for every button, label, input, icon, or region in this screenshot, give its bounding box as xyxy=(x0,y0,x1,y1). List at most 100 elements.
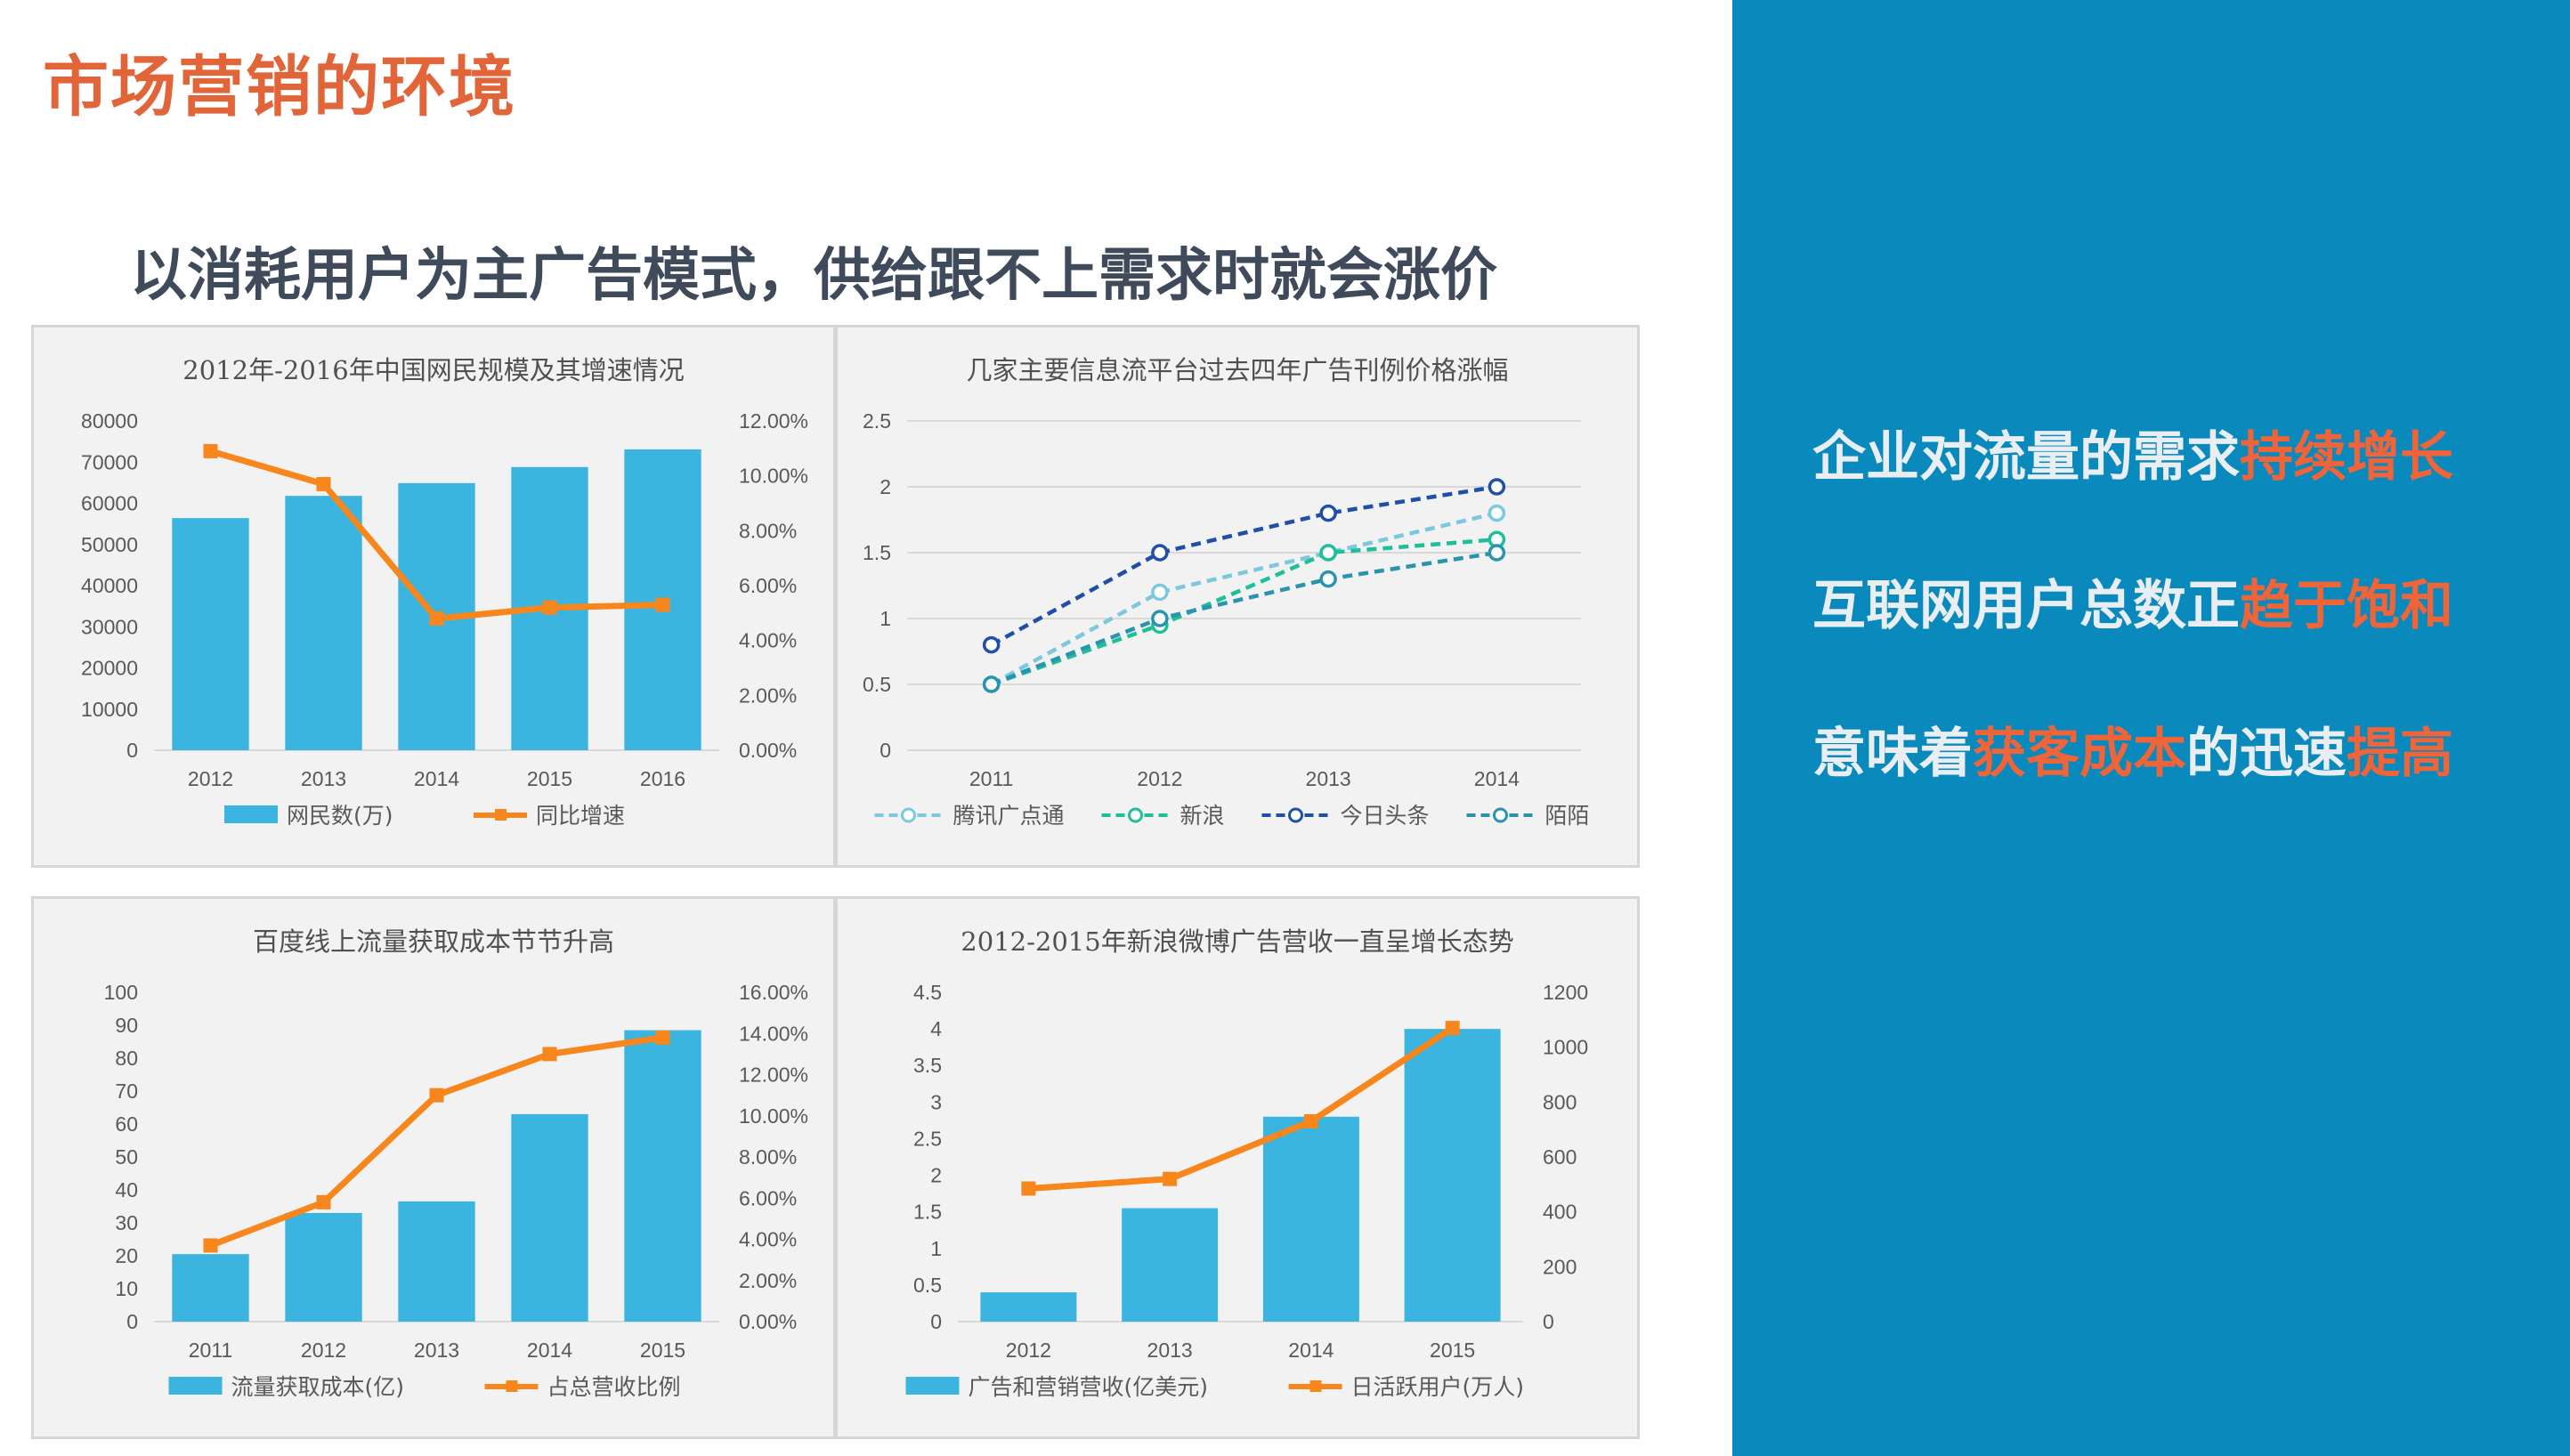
chart-title: 几家主要信息流平台过去四年广告刊例价格涨幅 xyxy=(966,355,1508,385)
chart-feed-ad-price: 几家主要信息流平台过去四年广告刊例价格涨幅 0 0.5 1 1.5 2 2.5 2011 201… xyxy=(835,325,1640,868)
y-tick-label: 30 xyxy=(115,1211,138,1234)
y-tick-label: 80000 xyxy=(81,409,138,433)
x-tick-label: 2013 xyxy=(301,767,346,790)
x-tick-label: 2012 xyxy=(188,767,233,790)
data-point xyxy=(542,1047,557,1062)
legend-label: 新浪 xyxy=(1180,803,1225,829)
y2-tick-label: 1200 xyxy=(1543,981,1588,1004)
x-tick-label: 2011 xyxy=(969,767,1013,790)
x-tick-label: 2012 xyxy=(301,1339,346,1362)
legend-swatch xyxy=(224,805,278,823)
bar xyxy=(398,1201,475,1322)
chart-weibo-ad-revenue: 2012-2015年新浪微博广告营收一直呈增长态势 0 0.5 1 1.5 2 2.5 3 3.… xyxy=(835,896,1640,1439)
bar xyxy=(1262,1116,1359,1322)
data-point xyxy=(203,1238,218,1253)
chart-title: 2012年-2016年中国网民规模及其增速情况 xyxy=(182,355,684,385)
y2-tick-label: 2.00% xyxy=(739,684,797,707)
series-line xyxy=(990,511,1497,686)
data-point xyxy=(203,443,218,458)
data-point xyxy=(655,597,670,612)
y2-tick-label: 10.00% xyxy=(739,1104,808,1128)
data-point xyxy=(542,600,557,615)
y2-tick-label: 6.00% xyxy=(739,1186,797,1209)
y-tick-label: 100 xyxy=(104,981,138,1004)
page-subtitle: 以消耗用户为主广告模式，供给跟不上需求时就会涨价 xyxy=(130,243,1497,309)
y2-tick-label: 0 xyxy=(1543,1310,1554,1333)
y2-tick-label: 8.00% xyxy=(739,1145,797,1169)
legend-swatch xyxy=(168,1377,223,1395)
side-point-demand: 企业对流量的需求持续增长 xyxy=(1812,414,2453,491)
legend-label: 陌陌 xyxy=(1545,803,1590,829)
legend-label: 腾讯广点通 xyxy=(953,803,1065,829)
chart-netizen-scale: 2012年-2016年中国网民规模及其增速情况 0 10000 20000 30000 4… xyxy=(31,325,836,868)
x-tick-label: 2015 xyxy=(527,767,572,790)
data-point xyxy=(1021,1181,1036,1196)
side-point-highlight: 获客成本 xyxy=(1973,723,2186,785)
y-tick-label: 10 xyxy=(115,1277,138,1300)
y2-tick-label: 2.00% xyxy=(739,1269,797,1292)
series-line xyxy=(1028,1025,1455,1192)
y-tick-label: 2 xyxy=(880,475,891,498)
bar xyxy=(172,518,249,750)
y2-tick-label: 4.00% xyxy=(739,629,797,652)
legend-label: 网民数(万) xyxy=(287,803,393,829)
series-line xyxy=(990,537,1497,687)
y2-tick-label: 4.00% xyxy=(739,1228,797,1251)
side-point-cost: 意味着获客成本的迅速提高 xyxy=(1812,710,2453,788)
chart-title: 2012-2015年新浪微博广告营收一直呈增长态势 xyxy=(961,926,1513,957)
x-tick-label: 2014 xyxy=(1474,767,1520,790)
legend-swatch xyxy=(495,809,507,821)
y2-tick-label: 600 xyxy=(1543,1145,1577,1169)
x-tick-label: 2014 xyxy=(1288,1339,1334,1362)
x-tick-label: 2015 xyxy=(1430,1339,1475,1362)
y-tick-label: 20 xyxy=(115,1244,138,1267)
data-point xyxy=(1445,1021,1460,1036)
data-point xyxy=(982,635,1001,654)
y-tick-label: 80 xyxy=(115,1047,138,1070)
data-point xyxy=(655,1030,670,1045)
y-tick-label: 1.5 xyxy=(913,1201,942,1224)
y-tick-label: 2.5 xyxy=(863,409,891,433)
y-tick-label: 50 xyxy=(115,1145,138,1169)
side-panel: 企业对流量的需求持续增长 互联网用户总数正趋于饱和 意味着获客成本的迅速提高 xyxy=(1732,0,2570,1456)
page-title: 市场营销的环境 xyxy=(43,49,516,125)
y-tick-label: 60 xyxy=(115,1112,138,1136)
y-tick-label: 40 xyxy=(115,1178,138,1201)
y-tick-label: 90 xyxy=(115,1014,138,1037)
y2-tick-label: 12.00% xyxy=(739,1064,808,1087)
side-point-saturation: 互联网用户总数正趋于饱和 xyxy=(1812,562,2453,640)
y-tick-label: 4 xyxy=(930,1017,942,1040)
y-tick-label: 2.5 xyxy=(913,1127,942,1150)
y-tick-label: 4.5 xyxy=(913,981,942,1004)
y2-tick-label: 8.00% xyxy=(739,519,797,542)
series-line xyxy=(990,550,1497,687)
bar xyxy=(1404,1029,1501,1322)
y2-tick-label: 14.00% xyxy=(739,1022,808,1045)
side-point-text: 互联网用户总数正 xyxy=(1812,575,2240,637)
data-point xyxy=(1319,504,1337,522)
side-point-highlight: 趋于饱和 xyxy=(2240,575,2453,637)
y-tick-label: 1 xyxy=(930,1237,942,1260)
y-tick-label: 70000 xyxy=(81,450,138,473)
side-point-text: 意味着 xyxy=(1812,723,1973,785)
y-tick-label: 0.5 xyxy=(863,673,891,696)
legend-label: 流量获取成本(亿) xyxy=(231,1374,405,1400)
y-tick-label: 0 xyxy=(930,1310,942,1333)
y2-tick-label: 6.00% xyxy=(739,574,797,597)
y-tick-label: 70 xyxy=(115,1080,138,1103)
legend-swatch xyxy=(905,1377,960,1395)
data-point xyxy=(316,476,331,491)
y-tick-label: 0 xyxy=(880,739,891,762)
x-tick-label: 2015 xyxy=(640,1339,685,1362)
y-tick-label: 10000 xyxy=(81,698,138,721)
data-point xyxy=(316,1194,331,1209)
legend-label: 同比增速 xyxy=(536,803,625,829)
bar xyxy=(1122,1208,1219,1322)
bar xyxy=(980,1292,1077,1322)
x-tick-label: 2013 xyxy=(1147,1339,1193,1362)
x-tick-label: 2014 xyxy=(414,767,459,790)
data-point xyxy=(1488,478,1506,496)
y-tick-label: 0 xyxy=(126,739,138,762)
y-tick-label: 60000 xyxy=(81,492,138,515)
bar xyxy=(624,1030,701,1322)
